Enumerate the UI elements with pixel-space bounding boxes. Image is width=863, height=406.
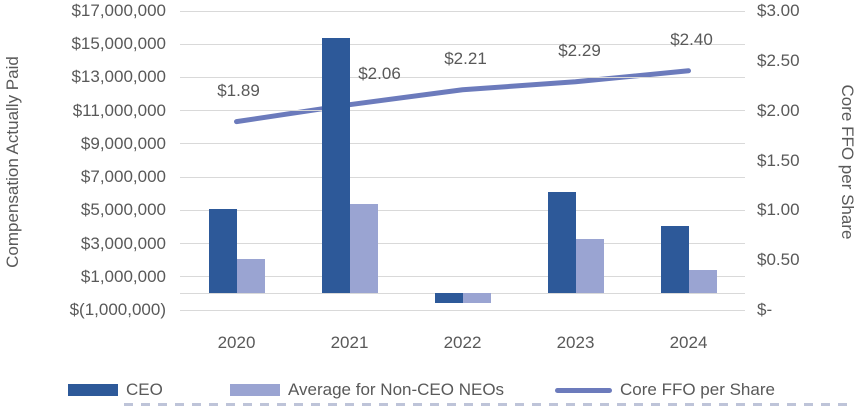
gridline [180,243,745,245]
non-ceo-neos-bar [575,238,604,294]
ceo-legend-label: CEO [126,380,163,399]
left-axis-tick-label: $7,000,000 [80,167,166,187]
core-ffo-legend-label: Core FFO per Share [620,380,775,399]
left-axis-tick-label: $17,000,000 [71,1,166,20]
left-axis-tick-label: $9,000,000 [80,133,166,153]
gridline [180,176,745,178]
x-axis-label: 2024 [669,333,708,352]
left-axis-tick-label: $11,000,000 [72,100,166,120]
right-axis-tick-label: $1.50 [757,150,800,170]
gridline [180,209,745,211]
gridline [180,10,745,12]
right-axis-tick-label: $2.50 [757,50,800,70]
gridline [180,110,745,112]
left-axis-tick-label: $1,000,000 [80,266,166,286]
legend-item-ceo: CEO [68,380,163,399]
ceo-bar [208,208,237,294]
gridline [180,309,745,311]
non-ceo-neos-legend-swatch [230,384,280,396]
cropped-content-sliver [124,403,854,406]
non-ceo-neos-bar [462,293,491,303]
legend-item-core-ffo: Core FFO per Share [555,380,775,399]
non-ceo-neos-bar [688,270,717,294]
gridline [180,143,745,145]
x-axis-label: 2021 [330,333,369,352]
gridline [180,76,745,78]
right-axis-tick-label: $3.00 [757,1,800,20]
non-ceo-neos-legend-label: Average for Non-CEO NEOs [288,380,505,399]
x-axis-label: 2022 [443,333,482,352]
left-axis-tick-label: $5,000,000 [80,200,166,220]
x-axis-label: 2023 [556,333,595,352]
left-axis-tick-label: $13,000,000 [71,67,166,87]
right-axis-tick-label: $2.00 [757,100,800,120]
core-ffo-data-label: $2.06 [358,63,401,83]
left-axis-tick-label: $(1,000,000) [69,300,166,319]
core-ffo-legend-line-swatch [555,387,612,393]
ceo-legend-swatch [68,384,118,396]
ceo-bar [434,293,463,304]
ceo-bar [321,38,350,294]
left-axis-tick-label: $3,000,000 [80,233,166,253]
core-ffo-data-label: $2.21 [444,48,487,68]
non-ceo-neos-bar [236,258,265,294]
ceo-bar [547,192,576,294]
ceo-bar [660,226,689,294]
right-axis-tick-label: $0.50 [757,250,800,270]
right-axis-tick-label: $- [757,300,773,319]
non-ceo-neos-bar [349,203,378,294]
core-ffo-data-label: $1.89 [217,80,260,100]
left-axis-tick-label: $15,000,000 [71,34,166,54]
legend-item-non-ceo-neos: Average for Non-CEO NEOs [230,380,505,399]
x-axis-label: 2020 [217,333,256,352]
gridline [180,43,745,45]
gridline [180,276,745,278]
right-axis-tick-label: $1.00 [757,200,800,220]
core-ffo-data-label: $2.29 [558,40,601,60]
core-ffo-data-label: $2.40 [670,29,713,49]
